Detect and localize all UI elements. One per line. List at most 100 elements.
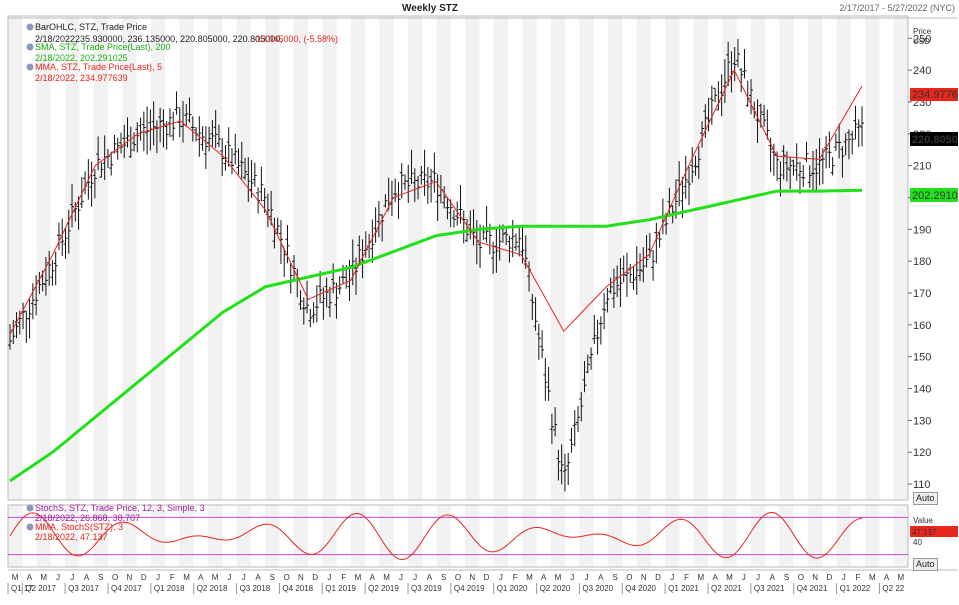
ohlc-bar — [735, 38, 740, 68]
info-icon[interactable] — [26, 23, 34, 31]
ohlc-bar — [167, 108, 172, 138]
month-stripe — [379, 505, 394, 567]
month-label: M — [698, 573, 705, 582]
ohlc-bar — [794, 143, 799, 181]
month-stripe — [579, 16, 594, 500]
legend-stoch-value: 2/18/2022, 26.868, 38.707 — [35, 513, 140, 523]
ohlc-bar — [109, 151, 114, 176]
month-stripe — [408, 16, 423, 500]
ohlc-bar — [618, 258, 623, 307]
price-pane-frame — [7, 15, 909, 501]
month-label: J — [399, 573, 403, 582]
ohlc-bar — [621, 255, 626, 283]
month-stripe — [550, 505, 566, 567]
ohlc-bar — [122, 124, 127, 159]
ohlc-bar — [53, 251, 58, 286]
month-label: M — [555, 573, 562, 582]
ohlc-bar — [791, 159, 796, 176]
info-icon[interactable] — [26, 523, 34, 531]
info-icon[interactable] — [26, 43, 34, 51]
month-label: M — [40, 573, 47, 582]
sma-price-tag — [910, 188, 958, 202]
ohlc-bar — [860, 106, 864, 147]
month-label: D — [484, 573, 490, 582]
info-icon[interactable] — [26, 504, 34, 512]
month-label: J — [570, 573, 574, 582]
price-tick-label: 190 — [913, 224, 931, 236]
stoch-value-tag — [910, 526, 958, 537]
ohlc-bar — [34, 275, 39, 316]
legend-sma-title: SMA, STZ, Trade Price(Last), 200 — [35, 42, 171, 52]
ohlc-bar — [846, 129, 851, 160]
month-stripe — [179, 16, 194, 500]
ohlc-bar — [615, 265, 620, 298]
month-label: M — [726, 573, 733, 582]
price-tick-label: 130 — [913, 415, 931, 427]
ohlc-bar — [432, 152, 437, 193]
ohlc-bar — [216, 124, 221, 147]
month-stripe — [379, 16, 394, 500]
month-label: J — [742, 573, 746, 582]
month-stripe — [93, 16, 108, 500]
price-auto-button[interactable]: Auto — [913, 492, 938, 505]
ohlc-bar — [781, 145, 786, 180]
info-icon[interactable] — [26, 63, 34, 71]
month-label: A — [541, 573, 547, 582]
ohlc-bar — [559, 444, 564, 485]
ohlc-bar — [605, 287, 610, 313]
ohlc-bar — [566, 452, 571, 486]
month-label: M — [183, 573, 190, 582]
price-tick-label: 140 — [913, 384, 931, 396]
ohlc-bar — [187, 97, 192, 123]
month-label: J — [413, 573, 417, 582]
ohlc-bar — [17, 310, 22, 335]
month-stripe — [865, 505, 880, 567]
month-label: M — [12, 573, 19, 582]
ohlc-bar — [425, 166, 430, 204]
ohlc-bar — [840, 146, 845, 178]
ohlc-bar — [171, 111, 176, 141]
ohlc-bar — [96, 136, 101, 171]
ohlc-bar — [141, 111, 146, 152]
stoch-pane-frame — [7, 504, 909, 568]
legend-bar-values: 235.930000, 236.135000, 220.805000, 220.… — [75, 34, 283, 44]
ohlc-bar — [556, 449, 561, 481]
ohlc-bar — [161, 109, 166, 148]
ohlc-bar — [582, 360, 587, 393]
quarter-label: Q3 2020 — [582, 584, 613, 593]
ohlc-bar — [60, 218, 65, 257]
price-axis-ticks: 2502402302202102001901801701601501401301… — [908, 33, 931, 491]
ohlc-bar — [801, 165, 806, 188]
month-label: O — [112, 573, 118, 582]
month-stripe — [265, 505, 280, 567]
ohlc-bar — [275, 217, 280, 235]
legend-price: BarOHLC, STZ, Trade Price 2/18/2022, 235… — [26, 22, 338, 83]
month-stripe — [122, 16, 137, 500]
month-label: J — [70, 573, 74, 582]
lower-auto-button[interactable]: Auto — [913, 558, 938, 571]
month-label: A — [27, 573, 33, 582]
month-stripe — [579, 505, 594, 567]
last-price-tag — [910, 132, 958, 146]
month-stripe — [750, 505, 766, 567]
ohlc-bar — [709, 85, 714, 125]
ohlc-bar — [540, 330, 545, 359]
ohlc-bar — [327, 286, 332, 318]
quarter-label: Q4 2021 — [797, 584, 828, 593]
month-label: D — [141, 573, 147, 582]
ohlc-bar — [530, 293, 535, 320]
month-stripe — [808, 16, 823, 500]
ohlc-bar — [132, 132, 137, 152]
stoch-value-tag-text: 47.137 — [912, 528, 937, 537]
ohlc-bar — [797, 161, 802, 194]
month-stripe — [293, 505, 308, 567]
ohlc-bar — [63, 227, 68, 259]
ohlc-bar — [92, 169, 97, 199]
month-label: A — [884, 573, 890, 582]
month-label: O — [455, 573, 461, 582]
ohlc-bar — [292, 255, 296, 281]
ohlc-bar — [850, 130, 855, 155]
month-stripe — [36, 16, 51, 500]
